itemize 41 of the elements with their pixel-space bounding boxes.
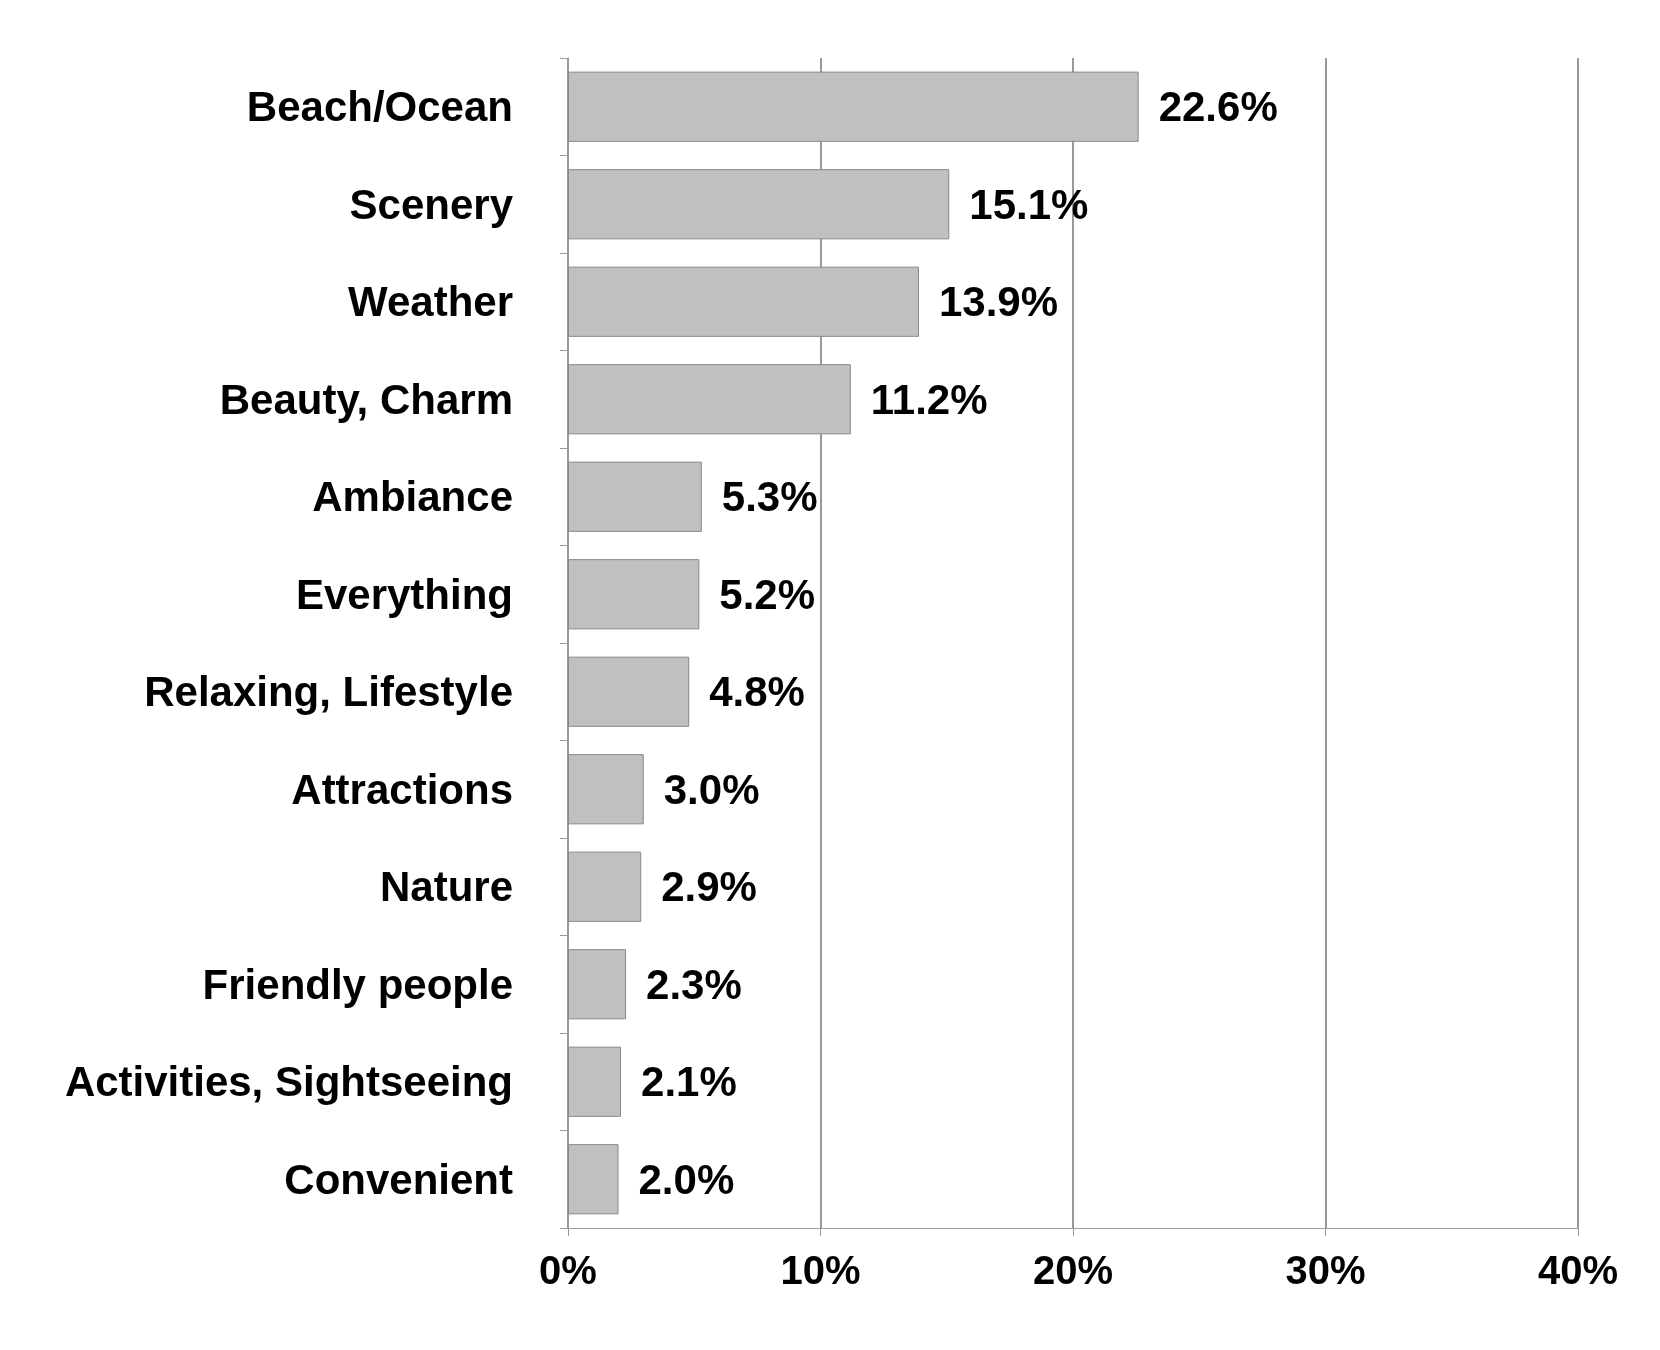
data-label: 2.3% — [646, 960, 742, 1008]
data-label: 5.2% — [719, 570, 816, 618]
bar — [568, 169, 950, 240]
bar — [568, 1144, 619, 1215]
y-tick-label: Weather — [348, 278, 513, 326]
x-tick-label: 0% — [539, 1248, 597, 1292]
bar — [568, 559, 700, 630]
data-label: 22.6% — [1158, 83, 1278, 131]
y-tick-label: Activities, Sightseeing — [64, 1058, 513, 1106]
x-tick-label: 20% — [1032, 1248, 1114, 1292]
bar — [568, 364, 851, 435]
data-label: 11.2% — [870, 375, 988, 423]
y-tick-label: Scenery — [349, 180, 514, 228]
bar — [568, 949, 627, 1020]
x-tick-label: 10% — [780, 1248, 861, 1292]
x-tick-label: 30% — [1285, 1248, 1366, 1292]
data-label: 4.8% — [709, 668, 805, 716]
bar — [568, 851, 642, 922]
bar — [568, 266, 919, 337]
bar — [568, 461, 702, 532]
bar — [568, 1046, 622, 1117]
y-tick-label: Relaxing, Lifestyle — [144, 668, 513, 716]
data-label: 2.0% — [638, 1155, 735, 1203]
bar — [568, 71, 1139, 142]
y-tick-label: Everything — [295, 570, 513, 618]
y-tick-label: Ambiance — [312, 473, 513, 521]
y-tick-label: Beauty, Charm — [219, 375, 513, 423]
y-tick-label: Attractions — [291, 765, 513, 813]
data-label: 5.3% — [721, 473, 818, 521]
bar — [568, 656, 690, 727]
data-label: 3.0% — [663, 765, 760, 813]
y-tick-label: Convenient — [284, 1155, 514, 1203]
data-label: 13.9% — [938, 278, 1059, 326]
x-tick-label: 40% — [1537, 1248, 1619, 1292]
data-label: 2.9% — [661, 863, 757, 911]
y-tick-label: Friendly people — [202, 960, 513, 1008]
data-label: 15.1% — [969, 180, 1089, 228]
y-tick-label: Nature — [379, 863, 513, 911]
bar — [568, 754, 644, 825]
y-tick-label: Beach/Ocean — [246, 83, 513, 131]
data-label: 2.1% — [641, 1058, 737, 1106]
